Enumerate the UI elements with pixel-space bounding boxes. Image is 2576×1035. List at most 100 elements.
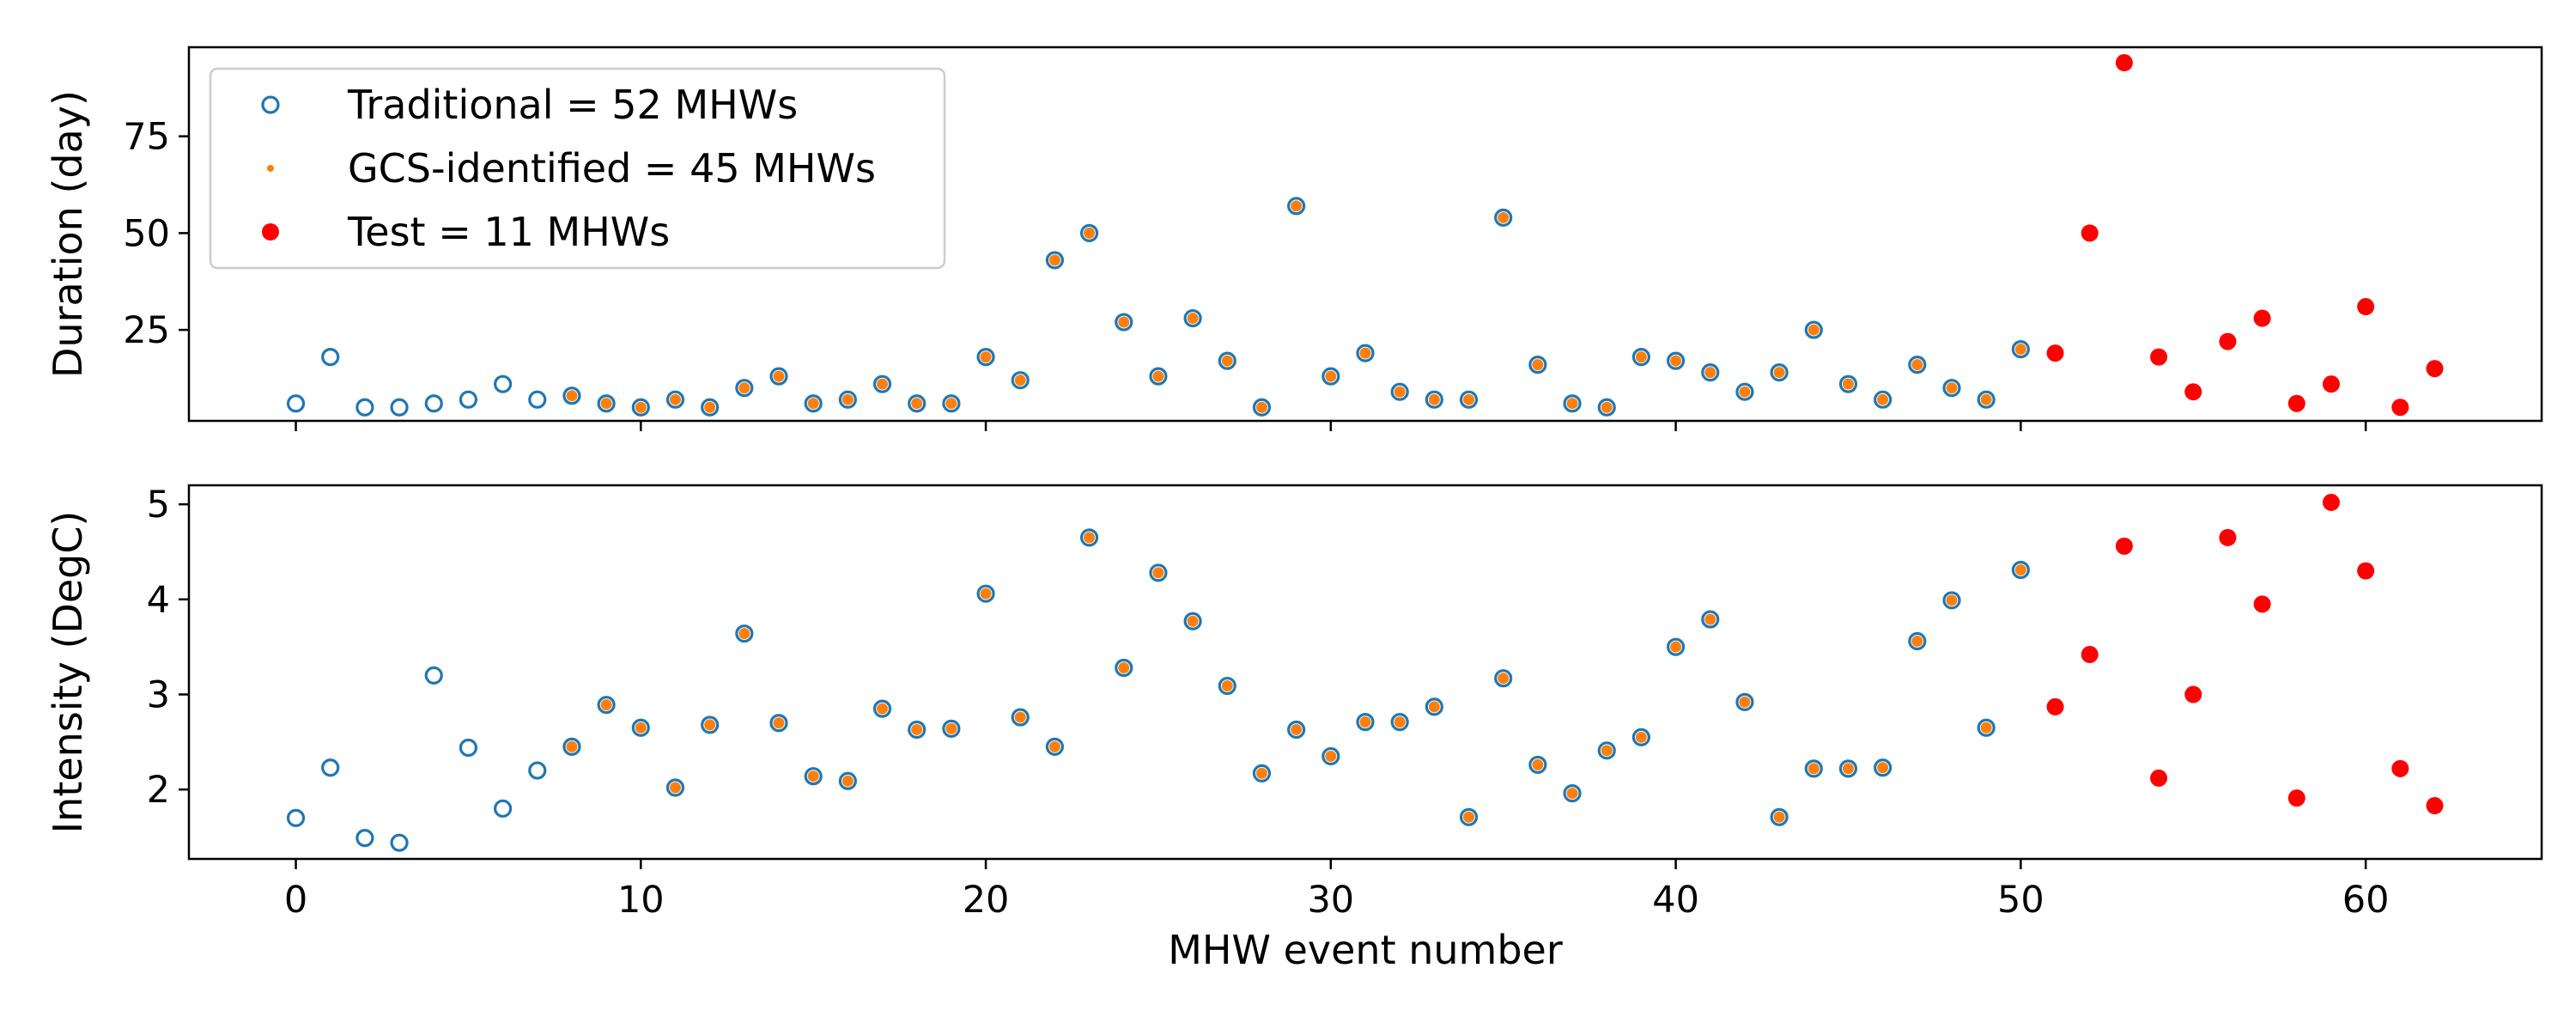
intensity-gcs-point [1635,731,1647,743]
duration-traditional-point [1631,348,1651,367]
duration-gcs-point [600,398,612,410]
duration-gcs-point [1532,359,1544,371]
duration-gcs-point [980,351,992,363]
duration-gcs-point [1152,370,1164,382]
duration-gcs-point [566,390,578,402]
intensity-traditional-point [1908,631,1927,651]
duration-traditional-point [1597,398,1616,417]
duration-traditional-point [1804,320,1823,339]
duration-traditional-point [1563,394,1582,413]
duration-traditional-point [908,394,927,413]
duration-gcs-point [1359,347,1371,359]
intensity-gcs-point [945,722,957,734]
intensity-gcs-point [1946,594,1958,606]
duration-panel: 25 50 75 Duration (day) [45,46,2543,431]
duration-traditional-point [1494,208,1513,227]
duration-traditional-point [701,398,720,417]
intensity-y-tick-label: 2 [147,769,170,812]
duration-y-tick-label: 75 [123,116,170,159]
duration-traditional-point [1838,374,1858,393]
intensity-traditional-point [1321,746,1340,766]
duration-test-point [2081,224,2099,242]
duration-test-point [2391,399,2409,417]
intensity-test-point [2115,537,2133,555]
legend-gcs-point [267,165,274,172]
intensity-gcs-point [1739,696,1751,708]
intensity-traditional-point [1874,758,1893,777]
duration-gcs-point [1255,401,1267,413]
legend-entry-gcs: GCS-identified = 45 MHWs [348,145,876,192]
intensity-gcs-point [1773,811,1785,823]
duration-traditional-point [1701,363,1720,382]
duration-traditional-point [1942,379,1961,398]
intensity-test-point [2357,562,2375,580]
intensity-gcs-point [1428,701,1440,713]
intensity-traditional-point [1115,658,1133,678]
duration-traditional-point [355,398,374,417]
duration-traditional-point [976,348,995,367]
intensity-gcs-point [1048,740,1060,752]
intensity-traditional-point [769,714,788,733]
intensity-gcs-point [1532,758,1544,770]
intensity-gcs-point [1842,763,1854,775]
duration-traditional-point [1666,351,1686,370]
duration-traditional-point [942,394,961,413]
duration-traditional-point [1252,398,1272,417]
intensity-gcs-point [1911,636,1923,648]
duration-gcs-point [807,398,819,410]
intensity-traditional-point [1425,697,1443,716]
intensity-traditional-point [424,666,443,685]
duration-traditional-point [838,390,857,409]
duration-test-point [2184,383,2202,401]
intensity-test-point [2322,493,2340,511]
intensity-gcs-point [1255,767,1267,779]
intensity-gcs-point [1566,788,1578,800]
duration-traditional-point [769,367,788,386]
intensity-gcs-point [911,723,923,735]
legend-test-point [262,223,279,240]
duration-gcs-point [1635,351,1647,363]
duration-traditional-point [1459,390,1479,409]
duration-test-point [2357,298,2375,316]
intensity-y-tick-label: 3 [147,674,170,717]
duration-traditional-point [1183,308,1202,328]
intensity-traditional-point [1942,591,1961,610]
duration-traditional-point [1977,390,1996,409]
intensity-gcs-point [877,703,889,715]
duration-test-point [2287,394,2306,412]
duration-traditional-point [390,398,409,417]
intensity-traditional-point [1838,759,1858,778]
intensity-test-point [2391,759,2409,777]
duration-gcs-point [1498,211,1510,223]
duration-gcs-point [877,378,889,390]
intensity-gcs-point [1221,680,1233,692]
duration-gcs-point [1877,393,1889,405]
intensity-traditional-point [1735,692,1754,711]
intensity-traditional-point [286,808,306,828]
duration-traditional-point [735,379,754,398]
duration-traditional-point [1425,390,1443,409]
duration-traditional-point [1218,351,1236,370]
intensity-traditional-point [976,584,995,603]
intensity-traditional-point [1252,764,1272,782]
duration-traditional-point [1079,223,1099,242]
legend-entry-traditional: Traditional = 52 MHWs [347,82,798,128]
intensity-x-tick-label: 20 [963,879,1010,922]
duration-traditional-point [562,387,581,405]
intensity-traditional-point [735,624,754,643]
intensity-traditional-point [562,737,581,756]
duration-gcs-point [1670,355,1682,367]
duration-gcs-point [841,393,854,405]
intensity-y-tick-label: 4 [147,579,170,622]
duration-gcs-point [1704,367,1716,379]
intensity-traditional-point [355,829,374,848]
duration-y-axis-label: Duration (day) [45,90,91,378]
duration-traditional-point [459,390,478,409]
duration-gcs-point [1980,393,1992,405]
intensity-traditional-point [838,771,857,790]
intensity-gcs-point [980,588,992,600]
intensity-gcs-point [1187,615,1199,627]
intensity-traditional-point [1459,807,1479,826]
intensity-y-axis-label: Intensity (DegC) [45,511,91,834]
duration-gcs-point [1739,386,1751,398]
